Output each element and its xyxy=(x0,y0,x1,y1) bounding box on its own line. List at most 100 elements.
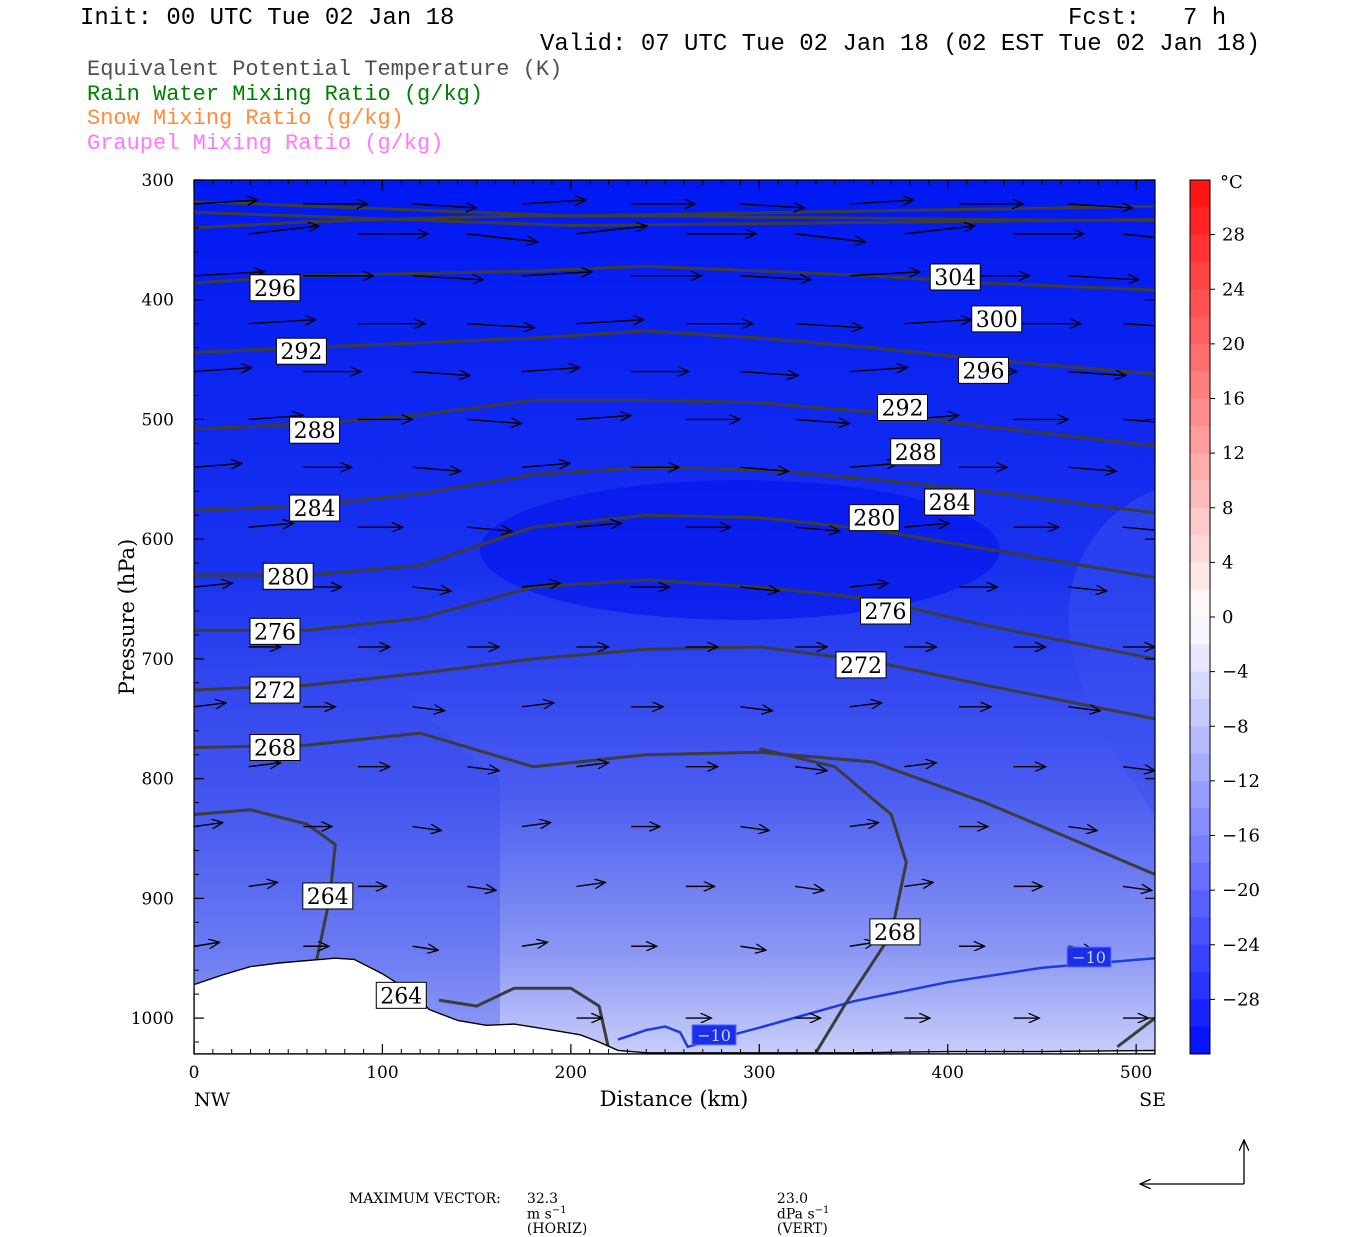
theta-e-contour xyxy=(194,513,1155,579)
wind-vector xyxy=(194,463,242,467)
x-axis-title: Distance (km) xyxy=(600,1087,749,1111)
theta-e-contour xyxy=(194,210,1155,228)
wind-vector xyxy=(904,763,936,767)
wind-vector xyxy=(740,827,769,831)
wind-vector xyxy=(1068,707,1100,711)
wind-vector xyxy=(795,527,840,531)
wind-vector xyxy=(904,226,974,235)
wind-vector xyxy=(740,204,804,208)
wind-vector xyxy=(576,415,631,419)
colorbar-swatch xyxy=(1190,862,1210,891)
colorbar-swatch xyxy=(1190,671,1210,700)
cross-section-chart: 2962922882842802762722682642642682722762… xyxy=(115,171,1260,1200)
colorbar-swatch xyxy=(1190,371,1210,399)
colorbar-label: −28 xyxy=(1222,989,1260,1010)
wind-vector xyxy=(740,276,810,280)
wind-vector xyxy=(1068,827,1097,831)
theta-e-contour xyxy=(194,731,1155,876)
colorbar-label: −20 xyxy=(1222,880,1260,901)
wind-vector xyxy=(576,763,609,767)
colorbar-swatch xyxy=(1190,835,1210,864)
wind-vector xyxy=(904,320,971,324)
theta-e-label-box xyxy=(275,337,327,365)
field-theta-e: Equivalent Potential Temperature (K) xyxy=(87,57,563,82)
valid-time: Valid: 07 UTC Tue 02 Jan 18 (02 EST Tue … xyxy=(540,31,1261,58)
theta-e-label-box xyxy=(289,416,341,444)
wind-vector xyxy=(412,204,477,208)
y-tick-label: 700 xyxy=(142,650,174,670)
wind-vector xyxy=(467,527,512,531)
wind-vector xyxy=(1068,276,1138,280)
colorbar-swatch xyxy=(1190,698,1210,727)
colorbar-swatch xyxy=(1190,398,1210,427)
wind-vector xyxy=(412,587,451,591)
wind-vector xyxy=(576,320,644,324)
theta-e-label: 300 xyxy=(976,308,1018,333)
theta-e-label: 292 xyxy=(280,340,322,365)
colorbar-swatch xyxy=(1190,289,1210,318)
colorbar-label: 12 xyxy=(1222,443,1245,464)
theta-e-label: 276 xyxy=(865,600,907,625)
colorbar-label: −16 xyxy=(1222,826,1260,847)
colorbar-swatch xyxy=(1190,617,1210,645)
theta-e-label: 288 xyxy=(895,441,937,466)
wind-vector xyxy=(1068,587,1106,591)
horiz-tag: (HORIZ) xyxy=(526,1220,588,1237)
theta-e-label-box xyxy=(924,488,976,516)
wind-vector xyxy=(194,823,223,827)
wind-vector xyxy=(1122,233,1155,239)
colorbar-label: −12 xyxy=(1222,771,1260,792)
field-rain-water: Rain Water Mixing Ratio (g/kg) xyxy=(87,82,484,107)
temperature-label-box xyxy=(1066,946,1112,968)
wind-vector xyxy=(467,886,496,890)
colorbar-swatch xyxy=(1190,207,1210,236)
theta-e-label-box xyxy=(958,356,1010,384)
x-tick-label: 400 xyxy=(931,1063,963,1083)
theta-e-contour xyxy=(194,645,1155,721)
cold-core-region xyxy=(480,480,1000,620)
plot-frame xyxy=(193,179,1156,1055)
y-tick-label: 1000 xyxy=(131,1009,174,1029)
colorbar-swatch xyxy=(1190,316,1210,345)
theta-e-label-box xyxy=(869,918,921,946)
wind-vector xyxy=(467,324,534,328)
colorbar-label: 16 xyxy=(1222,389,1245,410)
wind-vector xyxy=(521,583,560,587)
wind-vector xyxy=(1068,372,1126,376)
y-axis-title: Pressure (hPa) xyxy=(115,539,139,695)
colorbar-swatch xyxy=(1190,890,1210,918)
y-tick-label: 300 xyxy=(142,171,174,191)
theta-e-label-box xyxy=(249,274,301,302)
wind-vector xyxy=(1122,886,1152,890)
colorbar-swatch xyxy=(1190,180,1210,208)
wind-vector xyxy=(849,583,888,587)
wind-vector xyxy=(1068,467,1116,471)
wind-vector xyxy=(849,463,898,467)
wind-vector xyxy=(412,827,442,831)
colorbar-swatch xyxy=(1190,644,1210,673)
colorbar-label: −24 xyxy=(1222,935,1260,956)
colorbar-swatch xyxy=(1190,944,1210,973)
vector-reference xyxy=(1140,1140,1244,1184)
wind-vector xyxy=(521,823,551,827)
wind-vector xyxy=(521,703,554,707)
wind-vector xyxy=(1122,322,1155,327)
colorbar-swatch xyxy=(1190,753,1210,782)
wind-vector xyxy=(904,882,933,886)
theta-e-label: 304 xyxy=(934,266,976,291)
colorbar-label: 4 xyxy=(1222,552,1233,573)
colorbar-swatch xyxy=(1190,589,1210,618)
wind-vector xyxy=(248,523,294,527)
terrain-surface xyxy=(194,957,1155,1054)
wind-vector xyxy=(740,467,788,471)
theta-e-label-box xyxy=(375,981,427,1009)
theta-e-contour xyxy=(194,329,1155,376)
field-graupel: Graupel Mixing Ratio (g/kg) xyxy=(87,131,444,156)
wind-vector xyxy=(248,226,319,235)
wind-vector xyxy=(795,419,849,423)
theta-e-contour xyxy=(194,200,1155,218)
x-tick-label: 300 xyxy=(743,1063,775,1083)
theta-e-label-box xyxy=(249,676,301,704)
max-vector-vertical: 23.0 dPa s−1 (VERT) xyxy=(768,1178,829,1236)
temperature-label-box xyxy=(691,1024,737,1046)
